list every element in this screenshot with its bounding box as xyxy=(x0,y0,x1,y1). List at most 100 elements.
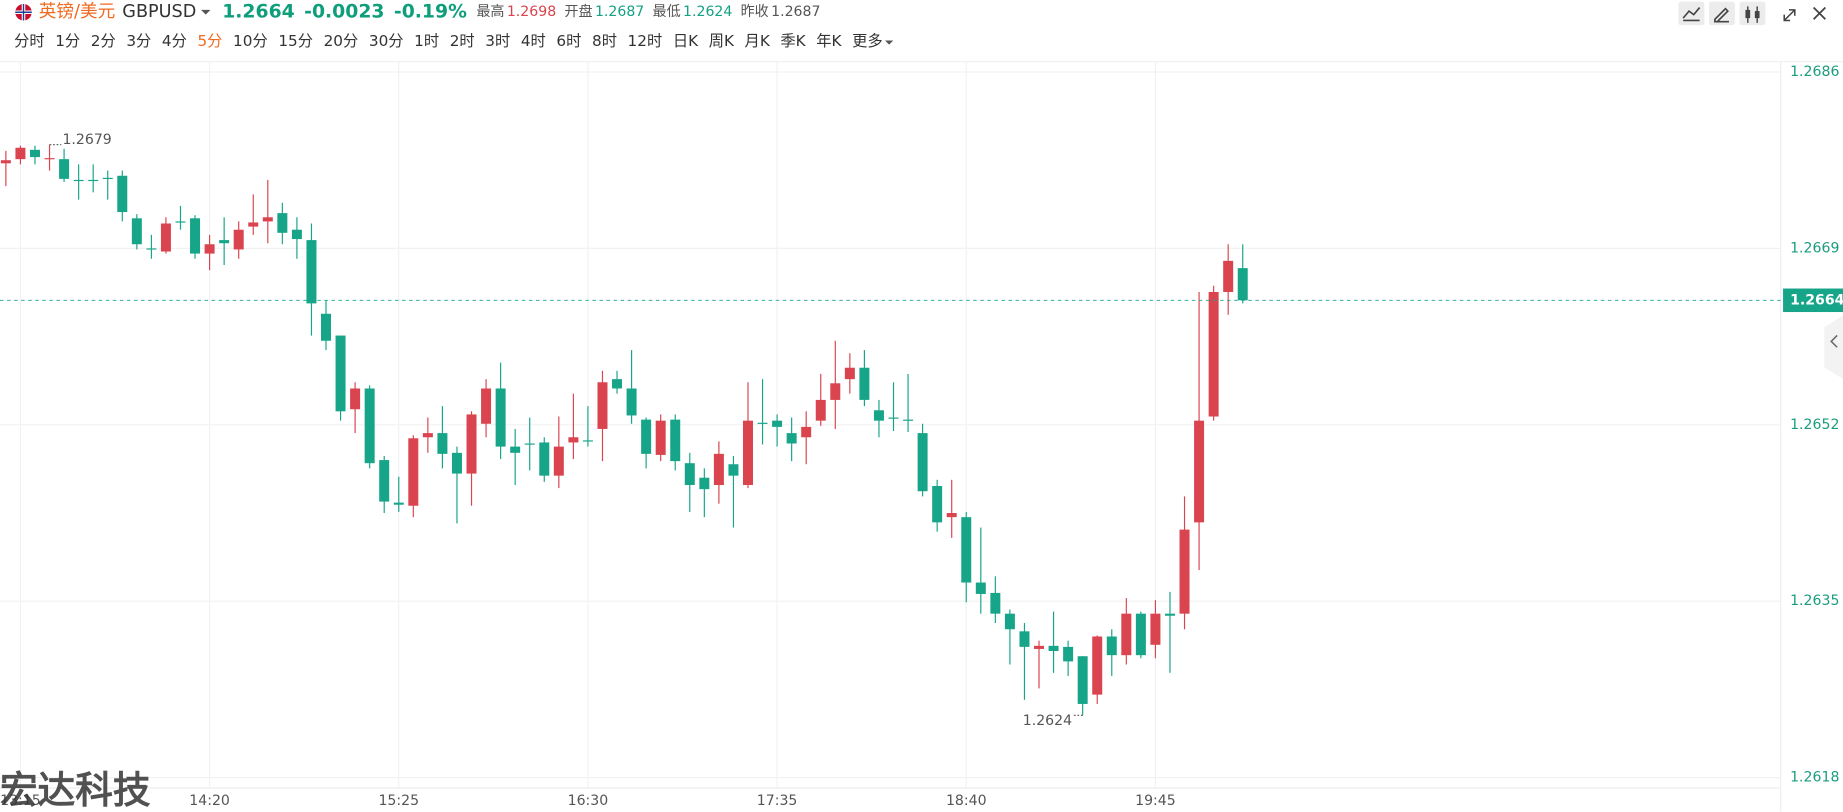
candle-body xyxy=(990,592,1001,614)
toolbar xyxy=(1678,1,1826,26)
period-tab[interactable]: 周K xyxy=(709,32,735,50)
x-tick-label: 19:45 xyxy=(1135,793,1176,809)
candle-body xyxy=(510,446,521,453)
more-dropdown[interactable] xyxy=(885,40,894,45)
candle-body xyxy=(641,419,652,454)
symbol-dropdown[interactable] xyxy=(201,9,211,15)
candle-body xyxy=(29,149,40,158)
period-tab[interactable]: 8时 xyxy=(592,32,617,50)
period-tab[interactable]: 月K xyxy=(745,32,771,50)
candle-body xyxy=(350,388,361,410)
tool-draw-icon xyxy=(1714,7,1729,23)
period-tab[interactable]: 2时 xyxy=(450,32,475,50)
pair-name: 英镑/美元 xyxy=(39,1,115,22)
candle-body xyxy=(539,442,550,476)
candle-body xyxy=(248,222,259,227)
candle-body xyxy=(1048,645,1059,652)
period-tab[interactable]: 20分 xyxy=(324,32,359,50)
high-label: 1.2679 xyxy=(62,132,111,148)
candle-body xyxy=(917,433,928,492)
stat-value: 1.2687 xyxy=(771,4,820,20)
period-tab[interactable]: 6时 xyxy=(556,32,581,50)
period-tab[interactable]: 日K xyxy=(673,32,699,50)
candle-body xyxy=(1077,656,1088,704)
candle-body xyxy=(728,464,739,476)
candle-body xyxy=(1063,646,1074,662)
candle-body xyxy=(1106,636,1117,656)
period-tab[interactable]: 4时 xyxy=(521,32,546,50)
candle-body xyxy=(44,158,55,160)
x-tick-label: 13:15 xyxy=(0,793,41,809)
candle-body xyxy=(932,486,943,523)
candle-body xyxy=(233,229,244,250)
candle-body xyxy=(742,420,753,485)
candle-body xyxy=(408,438,419,506)
candle-body xyxy=(1164,613,1175,616)
flag-icon xyxy=(15,4,32,21)
candle-body xyxy=(524,443,535,445)
candle-body xyxy=(451,452,462,474)
fullscreen-button[interactable] xyxy=(1783,9,1796,22)
stat-value: 1.2687 xyxy=(595,4,644,20)
side-panel-arrow xyxy=(1830,334,1838,348)
period-tab[interactable]: 15分 xyxy=(278,32,313,50)
x-tick-label: 14:20 xyxy=(189,793,230,809)
low-label: 1.2624 xyxy=(1023,713,1072,729)
candle-body xyxy=(1034,645,1045,649)
period-tab[interactable]: 4分 xyxy=(162,32,187,50)
candle-body xyxy=(437,433,448,454)
period-tab[interactable]: 季K xyxy=(780,32,806,50)
candle-body xyxy=(219,240,230,244)
candle-body xyxy=(1237,268,1248,301)
last-price-label: 1.2664 xyxy=(1790,292,1843,308)
period-tab[interactable]: 1分 xyxy=(55,32,80,50)
candle-body xyxy=(553,446,564,476)
candle-body xyxy=(670,419,681,462)
period-tab[interactable]: 12时 xyxy=(628,32,663,50)
period-tab[interactable]: 更多 xyxy=(852,32,883,50)
candle-body xyxy=(1150,613,1161,645)
y-tick-label: 1.2635 xyxy=(1790,593,1839,609)
price-change: -0.0023 xyxy=(304,2,384,23)
candle-body xyxy=(713,453,724,485)
candle-body xyxy=(15,147,26,160)
last-price: 1.2664 xyxy=(222,2,295,23)
period-tab[interactable]: 分时 xyxy=(14,32,45,50)
candle-body xyxy=(830,383,841,400)
close-button[interactable] xyxy=(1812,6,1826,20)
period-tab[interactable]: 3分 xyxy=(126,32,151,50)
period-tab[interactable]: 2分 xyxy=(91,32,116,50)
candle-body xyxy=(859,367,870,400)
stat-label: 开盘 xyxy=(564,3,592,20)
tool-candle[interactable] xyxy=(1739,1,1766,26)
stat-label: 昨收 xyxy=(741,4,769,20)
candle-body xyxy=(873,410,884,421)
period-tab[interactable]: 10分 xyxy=(233,32,268,50)
candle-body xyxy=(117,175,128,213)
price-change-pct: -0.19% xyxy=(394,2,467,23)
period-tab[interactable]: 30分 xyxy=(369,32,404,50)
candle-body xyxy=(1135,613,1146,656)
candle-body xyxy=(481,388,492,424)
candle-body xyxy=(306,240,317,304)
candle-body xyxy=(801,426,812,438)
candle-body xyxy=(364,388,375,464)
candle-body xyxy=(1194,420,1205,523)
side-panel-tab[interactable] xyxy=(1824,315,1843,379)
candle-body xyxy=(1208,291,1219,417)
candle-body xyxy=(190,218,201,254)
candle-body xyxy=(1121,613,1132,656)
period-tab[interactable]: 5分 xyxy=(197,32,222,50)
period-tab[interactable]: 1时 xyxy=(414,32,439,50)
candle-body xyxy=(597,382,608,429)
period-tab[interactable]: 3时 xyxy=(485,32,510,50)
y-tick-label: 1.2669 xyxy=(1790,240,1839,256)
candle-body xyxy=(815,399,826,421)
candle-body xyxy=(961,517,972,583)
period-tab[interactable]: 年K xyxy=(816,32,842,50)
candle-body xyxy=(844,367,855,380)
stat-value: 1.2698 xyxy=(507,4,556,20)
candle-body xyxy=(568,437,579,443)
stat-value: 1.2624 xyxy=(683,4,732,20)
tool-line-icon xyxy=(1682,7,1701,22)
